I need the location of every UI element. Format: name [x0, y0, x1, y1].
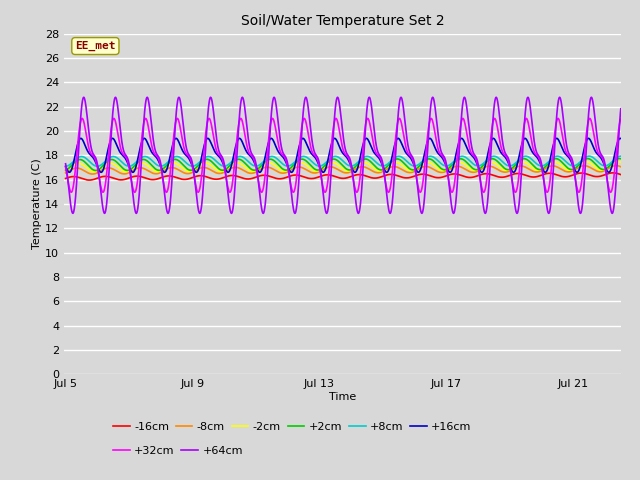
-16cm [547, 170, 554, 176]
Line: -2cm: -2cm [65, 162, 621, 172]
+32cm [275, 142, 282, 148]
-16cm [158, 174, 166, 180]
+16cm [446, 169, 454, 175]
-8cm [617, 164, 625, 169]
Line: -8cm: -8cm [65, 166, 621, 174]
+32cm [607, 189, 614, 195]
+16cm [275, 149, 282, 155]
+8cm [606, 161, 614, 167]
+8cm [125, 163, 132, 169]
-2cm [275, 166, 282, 171]
+2cm [92, 168, 100, 173]
-16cm [617, 172, 625, 178]
+2cm [158, 167, 166, 172]
+8cm [61, 163, 69, 169]
+32cm [125, 164, 132, 169]
Line: -16cm: -16cm [65, 173, 621, 180]
+64cm [275, 124, 282, 130]
+64cm [607, 204, 614, 209]
-16cm [125, 175, 133, 181]
+64cm [228, 210, 236, 216]
-8cm [612, 163, 620, 168]
+8cm [275, 157, 282, 163]
-8cm [61, 170, 69, 176]
-8cm [158, 169, 166, 175]
X-axis label: Time: Time [329, 392, 356, 402]
-16cm [299, 174, 307, 180]
+32cm [158, 170, 166, 176]
Title: Soil/Water Temperature Set 2: Soil/Water Temperature Set 2 [241, 14, 444, 28]
-16cm [61, 176, 69, 181]
+16cm [125, 163, 132, 169]
+16cm [158, 167, 166, 172]
+16cm [617, 136, 625, 142]
+2cm [61, 168, 69, 173]
-8cm [606, 165, 614, 170]
+16cm [61, 164, 69, 169]
+16cm [547, 155, 554, 161]
-2cm [617, 159, 625, 165]
+32cm [547, 174, 554, 180]
+2cm [299, 156, 307, 162]
+64cm [547, 204, 554, 210]
+2cm [617, 156, 625, 162]
Line: +32cm: +32cm [65, 119, 621, 192]
+2cm [275, 162, 282, 168]
+32cm [617, 116, 625, 122]
-2cm [547, 160, 554, 166]
-8cm [88, 171, 96, 177]
Text: EE_met: EE_met [75, 41, 116, 51]
-16cm [609, 170, 617, 176]
+16cm [299, 135, 307, 141]
-2cm [158, 167, 166, 173]
+64cm [429, 95, 436, 100]
+64cm [299, 115, 307, 120]
-8cm [275, 169, 282, 175]
+16cm [140, 135, 148, 141]
-2cm [606, 163, 614, 168]
+2cm [547, 159, 554, 165]
+64cm [61, 161, 69, 167]
-8cm [547, 163, 554, 169]
-16cm [275, 176, 282, 181]
Y-axis label: Temperature (C): Temperature (C) [32, 158, 42, 250]
+8cm [158, 163, 166, 169]
+32cm [61, 165, 69, 170]
+32cm [300, 116, 308, 121]
-2cm [61, 168, 69, 174]
-8cm [299, 165, 307, 171]
+8cm [546, 157, 554, 163]
-8cm [125, 170, 133, 176]
+32cm [448, 189, 456, 195]
+8cm [617, 153, 625, 159]
+2cm [606, 162, 614, 168]
-2cm [299, 160, 307, 166]
+64cm [158, 168, 166, 173]
-2cm [125, 168, 133, 174]
+2cm [125, 167, 133, 173]
+16cm [607, 168, 614, 174]
-2cm [614, 159, 621, 165]
Legend: +32cm, +64cm: +32cm, +64cm [109, 441, 247, 460]
-2cm [90, 169, 98, 175]
-16cm [86, 177, 93, 183]
+2cm [615, 156, 623, 161]
-16cm [606, 170, 614, 176]
Line: +2cm: +2cm [65, 158, 621, 170]
+64cm [125, 160, 132, 166]
+32cm [299, 120, 307, 125]
Line: +16cm: +16cm [65, 138, 621, 172]
Line: +8cm: +8cm [65, 156, 621, 166]
+8cm [299, 154, 307, 159]
+64cm [617, 106, 625, 111]
Line: +64cm: +64cm [65, 97, 621, 213]
